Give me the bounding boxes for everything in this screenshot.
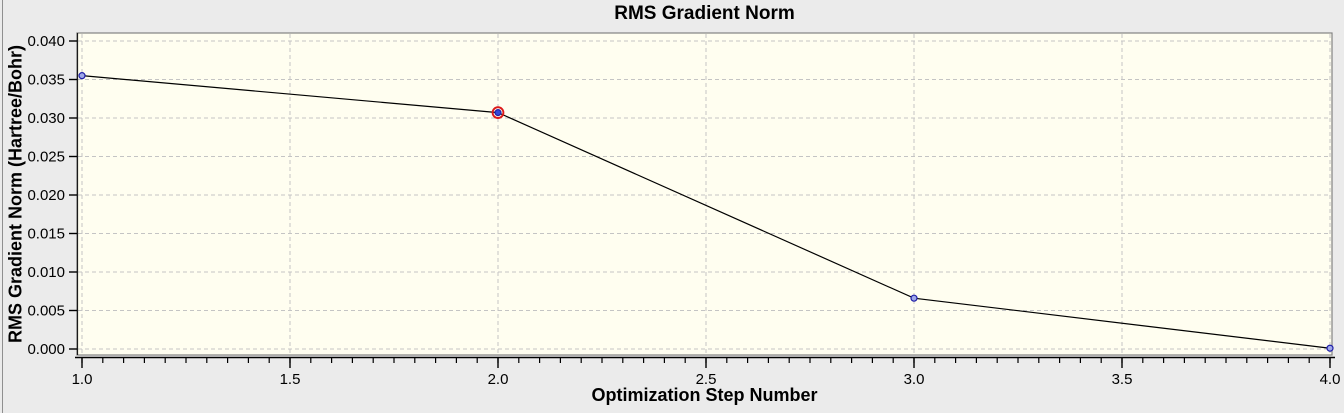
x-tick-label: 3.0 — [904, 371, 925, 388]
data-point[interactable] — [1326, 344, 1334, 352]
data-point-selected[interactable] — [494, 109, 502, 117]
x-tick-label: 4.0 — [1320, 371, 1341, 388]
data-line — [81, 75, 1331, 349]
y-tick-label: 0.005 — [27, 303, 65, 320]
y-tick-label: 0.035 — [27, 72, 65, 89]
y-tick-label: 0.020 — [27, 187, 65, 204]
y-tick-label: 0.030 — [27, 110, 65, 127]
y-tick-label: 0.040 — [27, 33, 65, 50]
y-tick-label: 0.015 — [27, 226, 65, 243]
x-tick-label: 1.5 — [280, 371, 301, 388]
selected-point-ring — [491, 106, 505, 119]
x-tick-label: 3.5 — [1112, 371, 1133, 388]
y-axis-title: RMS Gradient Norm (Hartree/Bohr) — [5, 44, 26, 344]
plot-canvas — [76, 32, 1333, 356]
chart-title: RMS Gradient Norm — [614, 3, 795, 24]
data-point[interactable] — [910, 294, 918, 302]
x-axis-title: Optimization Step Number — [591, 385, 818, 405]
y-tick-label: 0.025 — [27, 149, 65, 166]
left-panel-edge — [2, 0, 3, 413]
x-tick-label: 2.5 — [696, 371, 717, 388]
x-tick-label: 2.0 — [488, 371, 509, 388]
data-point[interactable] — [78, 72, 86, 80]
y-tick-label: 0.000 — [27, 341, 65, 358]
y-tick-label: 0.010 — [27, 264, 65, 281]
x-tick-label: 1.0 — [72, 371, 93, 388]
